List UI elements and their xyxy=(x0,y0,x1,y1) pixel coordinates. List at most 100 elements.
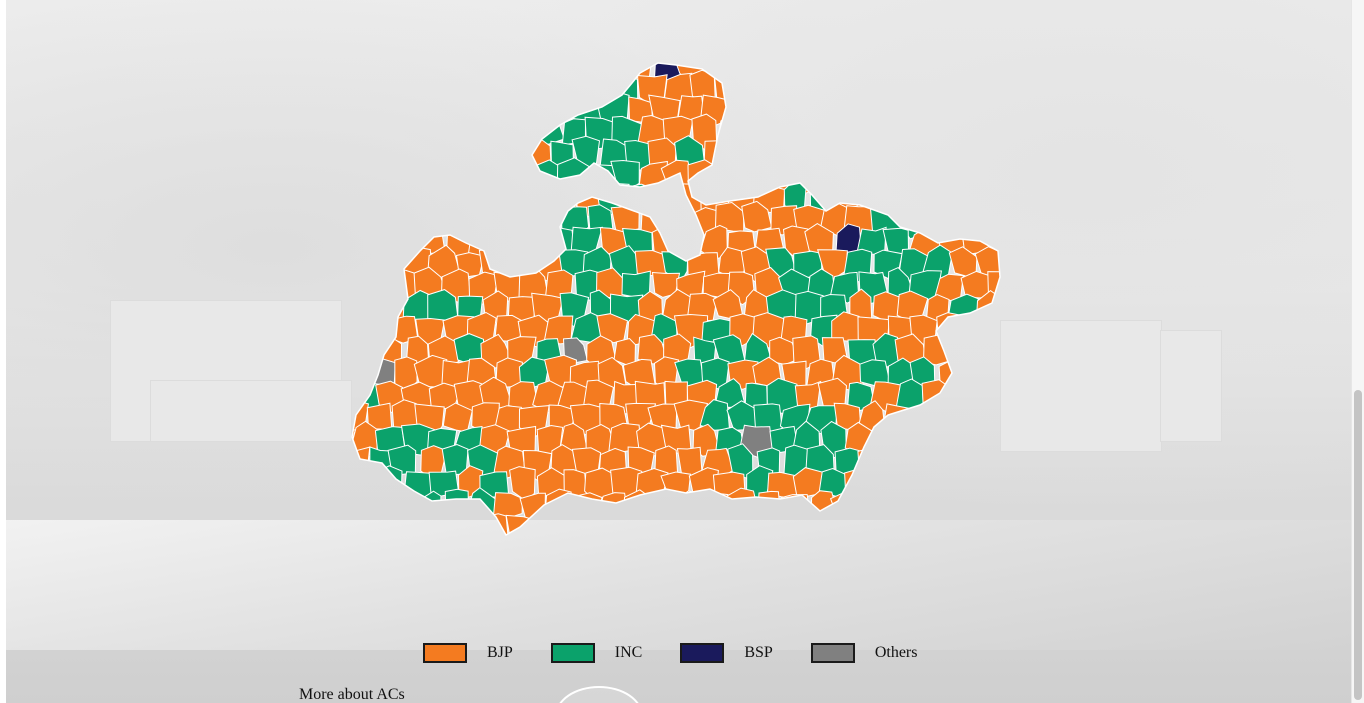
constituency-bjp[interactable] xyxy=(340,532,366,545)
constituency-bjp[interactable] xyxy=(949,160,981,193)
constituency-inc[interactable] xyxy=(586,164,617,195)
constituency-bjp[interactable] xyxy=(340,448,342,480)
constituency-inc[interactable] xyxy=(755,536,784,545)
constituency-bjp[interactable] xyxy=(418,94,447,123)
constituency-bjp[interactable] xyxy=(960,359,994,390)
constituency-bjp[interactable] xyxy=(959,317,994,345)
constituency-bjp[interactable] xyxy=(483,114,508,152)
constituency-bjp[interactable] xyxy=(340,446,371,479)
constituency-bjp[interactable] xyxy=(934,447,967,479)
constituency-bjp[interactable] xyxy=(340,140,343,173)
constituency-bjp[interactable] xyxy=(1003,247,1010,279)
constituency-bjp[interactable] xyxy=(947,336,980,372)
constituency-bjp[interactable] xyxy=(367,539,395,546)
constituency-bjp[interactable] xyxy=(493,534,525,545)
constituency-bjp[interactable] xyxy=(870,421,904,457)
constituency-bjp[interactable] xyxy=(885,139,915,172)
constituency-bjp[interactable] xyxy=(869,73,904,105)
constituency-bjp[interactable] xyxy=(354,337,378,368)
constituency-bjp[interactable] xyxy=(414,534,446,545)
constituency-bjp[interactable] xyxy=(976,201,1005,238)
constituency-bjp[interactable] xyxy=(936,312,969,348)
constituency-bjp[interactable] xyxy=(443,182,471,215)
constituency-bjp[interactable] xyxy=(959,55,992,83)
constituency-bjp[interactable] xyxy=(545,55,575,80)
constituency-bjp[interactable] xyxy=(389,183,416,214)
constituency-bjp[interactable] xyxy=(352,204,384,234)
constituency-bjp[interactable] xyxy=(974,379,1006,413)
constituency-bjp[interactable] xyxy=(340,228,371,256)
constituency-bjp[interactable] xyxy=(856,55,891,83)
constituency-bjp[interactable] xyxy=(587,511,615,545)
constituency-bjp[interactable] xyxy=(636,509,670,543)
constituency-bjp[interactable] xyxy=(441,534,474,545)
constituency-bjp[interactable] xyxy=(455,74,487,103)
constituency-bjp[interactable] xyxy=(908,94,941,123)
constituency-bjp[interactable] xyxy=(883,487,916,522)
constituency-bjp[interactable] xyxy=(989,140,1010,170)
constituency-bjp[interactable] xyxy=(973,514,1006,541)
constituency-bjp[interactable] xyxy=(844,70,874,103)
constituency-cells[interactable] xyxy=(340,55,1010,545)
constituency-bjp[interactable] xyxy=(432,203,460,235)
constituency-bjp[interactable] xyxy=(910,55,937,86)
constituency-bjp[interactable] xyxy=(960,180,992,216)
constituency-bjp[interactable] xyxy=(988,314,1010,348)
constituency-bjp[interactable] xyxy=(973,114,1006,148)
constituency-bjp[interactable] xyxy=(987,356,1010,391)
constituency-bjp[interactable] xyxy=(716,115,745,147)
constituency-bjp[interactable] xyxy=(534,508,565,544)
constituency-bjp[interactable] xyxy=(979,466,1006,501)
constituency-inc[interactable] xyxy=(532,68,564,104)
constituency-bjp[interactable] xyxy=(912,184,938,211)
constituency-bjp[interactable] xyxy=(389,91,419,130)
constituency-bjp[interactable] xyxy=(687,159,721,190)
constituency-bjp[interactable] xyxy=(340,96,365,126)
constituency-inc[interactable] xyxy=(556,73,588,102)
constituency-bjp[interactable] xyxy=(952,511,982,545)
constituency-bjp[interactable] xyxy=(557,508,589,542)
constituency-bjp[interactable] xyxy=(881,443,915,479)
constituency-bjp[interactable] xyxy=(362,490,397,522)
constituency-bjp[interactable] xyxy=(349,157,381,196)
constituency-bjp[interactable] xyxy=(985,55,1010,83)
constituency-inc[interactable] xyxy=(998,207,1010,236)
constituency-bjp[interactable] xyxy=(990,446,1010,479)
constituency-bjp[interactable] xyxy=(886,180,917,213)
constituency-bjp[interactable] xyxy=(975,332,1005,369)
constituency-inc[interactable] xyxy=(531,112,565,145)
constituency-bjp[interactable] xyxy=(973,73,1004,105)
constituency-inc[interactable] xyxy=(390,489,420,521)
constituency-inc[interactable] xyxy=(352,513,381,545)
constituency-bjp[interactable] xyxy=(378,293,407,322)
constituency-bjp[interactable] xyxy=(687,513,716,541)
constituency-bjp[interactable] xyxy=(506,163,537,196)
constituency-bjp[interactable] xyxy=(963,91,993,128)
constituency-bjp[interactable] xyxy=(845,113,875,145)
constituency-bjp[interactable] xyxy=(990,96,1010,126)
scrollbar[interactable] xyxy=(1351,0,1364,703)
constituency-bjp[interactable] xyxy=(377,156,409,193)
constituency-bjp[interactable] xyxy=(842,516,872,540)
constituency-inc[interactable] xyxy=(934,95,966,128)
constituency-bjp[interactable] xyxy=(571,531,599,545)
scrollbar-thumb[interactable] xyxy=(1354,390,1362,700)
constituency-bjp[interactable] xyxy=(887,55,912,84)
constituency-bjp[interactable] xyxy=(494,94,522,129)
constituency-bjp[interactable] xyxy=(587,72,616,106)
constituency-bjp[interactable] xyxy=(465,141,497,173)
constituency-bjp[interactable] xyxy=(910,532,941,545)
constituency-bjp[interactable] xyxy=(824,156,851,192)
constituency-bjp[interactable] xyxy=(340,138,369,167)
constituency-bjp[interactable] xyxy=(796,68,824,103)
constituency-bjp[interactable] xyxy=(522,226,552,254)
constituency-bjp[interactable] xyxy=(816,508,851,545)
constituency-bjp[interactable] xyxy=(340,316,342,345)
constituency-bjp[interactable] xyxy=(622,533,653,545)
constituency-bjp[interactable] xyxy=(663,513,693,545)
constituency-bjp[interactable] xyxy=(465,183,500,216)
constituency-bjp[interactable] xyxy=(704,539,732,545)
constituency-bjp[interactable] xyxy=(519,95,551,124)
constituency-bjp[interactable] xyxy=(911,487,941,524)
constituency-bjp[interactable] xyxy=(403,160,430,194)
